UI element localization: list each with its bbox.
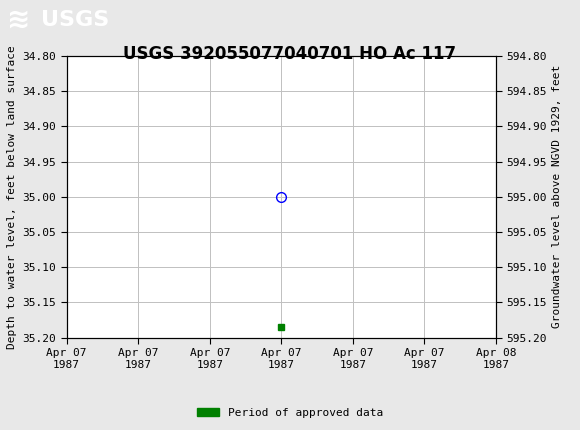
- Text: USGS: USGS: [41, 10, 109, 30]
- Legend: Period of approved data: Period of approved data: [193, 403, 387, 422]
- Y-axis label: Depth to water level, feet below land surface: Depth to water level, feet below land su…: [7, 45, 17, 349]
- Text: ≋: ≋: [7, 6, 30, 34]
- Y-axis label: Groundwater level above NGVD 1929, feet: Groundwater level above NGVD 1929, feet: [552, 65, 563, 329]
- Text: USGS 392055077040701 HO Ac 117: USGS 392055077040701 HO Ac 117: [124, 45, 456, 63]
